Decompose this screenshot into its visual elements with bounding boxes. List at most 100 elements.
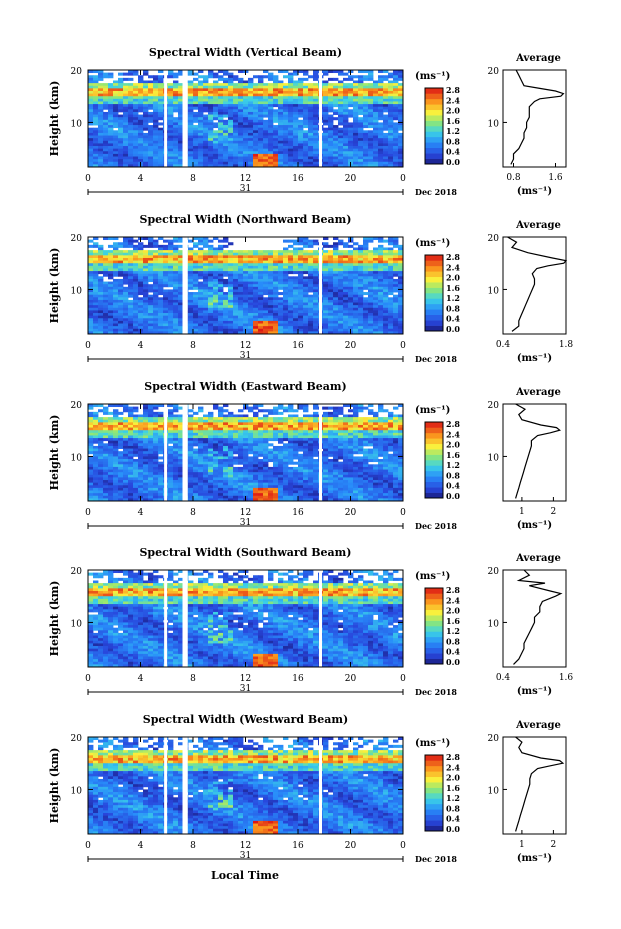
heatmap-cell xyxy=(98,156,104,160)
heatmap-cell xyxy=(103,117,109,121)
heatmap-cell xyxy=(363,114,369,118)
heatmap-cell xyxy=(388,265,394,269)
heatmap-cell xyxy=(98,98,104,102)
heatmap-cell xyxy=(143,237,149,241)
heatmap-cell xyxy=(228,289,234,293)
heatmap-cell xyxy=(348,244,354,248)
heatmap-cell xyxy=(333,247,339,251)
heatmap-cell xyxy=(108,435,114,439)
heatmap-cell xyxy=(328,326,334,330)
heatmap-cell xyxy=(203,281,209,285)
heatmap-cell xyxy=(323,148,329,152)
heatmap-cell xyxy=(373,315,379,319)
heatmap-cell xyxy=(258,315,264,319)
heatmap-cell xyxy=(93,482,99,486)
heatmap-cell xyxy=(123,140,129,144)
heatmap-cell xyxy=(143,307,149,311)
heatmap-cell xyxy=(338,263,344,267)
heatmap-cell xyxy=(153,448,159,452)
heatmap-cell xyxy=(93,328,99,332)
heatmap-cell xyxy=(368,299,374,303)
heatmap-cell xyxy=(313,77,319,81)
heatmap-cell xyxy=(153,88,159,92)
heatmap-cell xyxy=(388,239,394,243)
heatmap-cell xyxy=(333,132,339,136)
heatmap-cell xyxy=(138,80,144,84)
heatmap-cell xyxy=(368,109,374,113)
heatmap-cell xyxy=(93,302,99,306)
heatmap-cell xyxy=(293,90,299,94)
heatmap-cell xyxy=(143,427,149,431)
heatmap-cell xyxy=(118,104,124,108)
heatmap-cell xyxy=(118,305,124,309)
heatmap-cell xyxy=(103,487,109,491)
heatmap-cell xyxy=(348,257,354,261)
heatmap-cell xyxy=(113,448,119,452)
x-tick-label: 0 xyxy=(400,341,406,351)
heatmap-cell xyxy=(363,305,369,309)
heatmap-cell xyxy=(158,70,164,74)
heatmap-cell xyxy=(258,119,264,123)
heatmap-cell xyxy=(303,106,309,110)
heatmap-cell xyxy=(263,292,269,296)
heatmap-cell xyxy=(378,318,384,322)
heatmap-cell xyxy=(188,106,194,110)
heatmap-cell xyxy=(118,307,124,311)
heatmap-cell xyxy=(118,456,124,460)
heatmap-cell xyxy=(368,117,374,121)
heatmap-cell xyxy=(143,477,149,481)
heatmap-cell xyxy=(213,331,219,335)
heatmap-cell xyxy=(223,257,229,261)
heatmap-cell xyxy=(358,111,364,115)
heatmap-cell xyxy=(88,252,94,256)
heatmap-cell xyxy=(248,151,254,155)
heatmap-cell xyxy=(113,271,119,275)
heatmap-cell xyxy=(283,289,289,293)
heatmap-cell xyxy=(123,244,129,248)
heatmap-cell xyxy=(333,289,339,293)
heatmap-cell xyxy=(268,132,274,136)
heatmap-cell xyxy=(173,263,179,267)
heatmap-cell xyxy=(108,151,114,155)
heatmap-cell xyxy=(243,255,249,259)
heatmap-cell xyxy=(213,286,219,290)
heatmap-cell xyxy=(398,122,404,126)
heatmap-cell xyxy=(258,284,264,288)
heatmap-cell xyxy=(163,250,169,254)
heatmap-cell xyxy=(123,313,129,317)
heatmap-cell xyxy=(233,143,239,147)
heatmap-cell xyxy=(158,498,164,502)
heatmap-cell xyxy=(113,140,119,144)
heatmap-cell xyxy=(108,101,114,105)
heatmap-cell xyxy=(273,143,279,147)
heatmap-cell xyxy=(108,140,114,144)
heatmap-cell xyxy=(263,159,269,163)
heatmap-cell xyxy=(158,151,164,155)
heatmap-cell xyxy=(153,292,159,296)
colorbar-segment xyxy=(425,115,443,121)
heatmap-cell xyxy=(148,406,154,410)
heatmap-cell xyxy=(263,260,269,264)
heatmap-cell xyxy=(398,164,404,168)
heatmap-cell xyxy=(363,331,369,335)
heatmap-cell xyxy=(258,153,264,157)
heatmap-cell xyxy=(388,284,394,288)
heatmap-cell xyxy=(273,278,279,282)
heatmap-cell xyxy=(138,289,144,293)
heatmap-cell xyxy=(253,104,259,108)
heatmap-cell xyxy=(308,151,314,155)
heatmap-cell xyxy=(138,477,144,481)
heatmap-cell xyxy=(93,101,99,105)
heatmap-cell xyxy=(98,313,104,317)
heatmap-cell xyxy=(158,487,164,491)
heatmap-cell xyxy=(113,490,119,494)
heatmap-cell xyxy=(208,320,214,324)
heatmap-cell xyxy=(173,75,179,79)
heatmap-cell xyxy=(113,417,119,421)
heatmap-cell xyxy=(143,451,149,455)
heatmap-cell xyxy=(98,490,104,494)
heatmap-cell xyxy=(228,153,234,157)
heatmap-cell xyxy=(98,328,104,332)
heatmap-cell xyxy=(208,326,214,330)
heatmap-cell xyxy=(338,328,344,332)
